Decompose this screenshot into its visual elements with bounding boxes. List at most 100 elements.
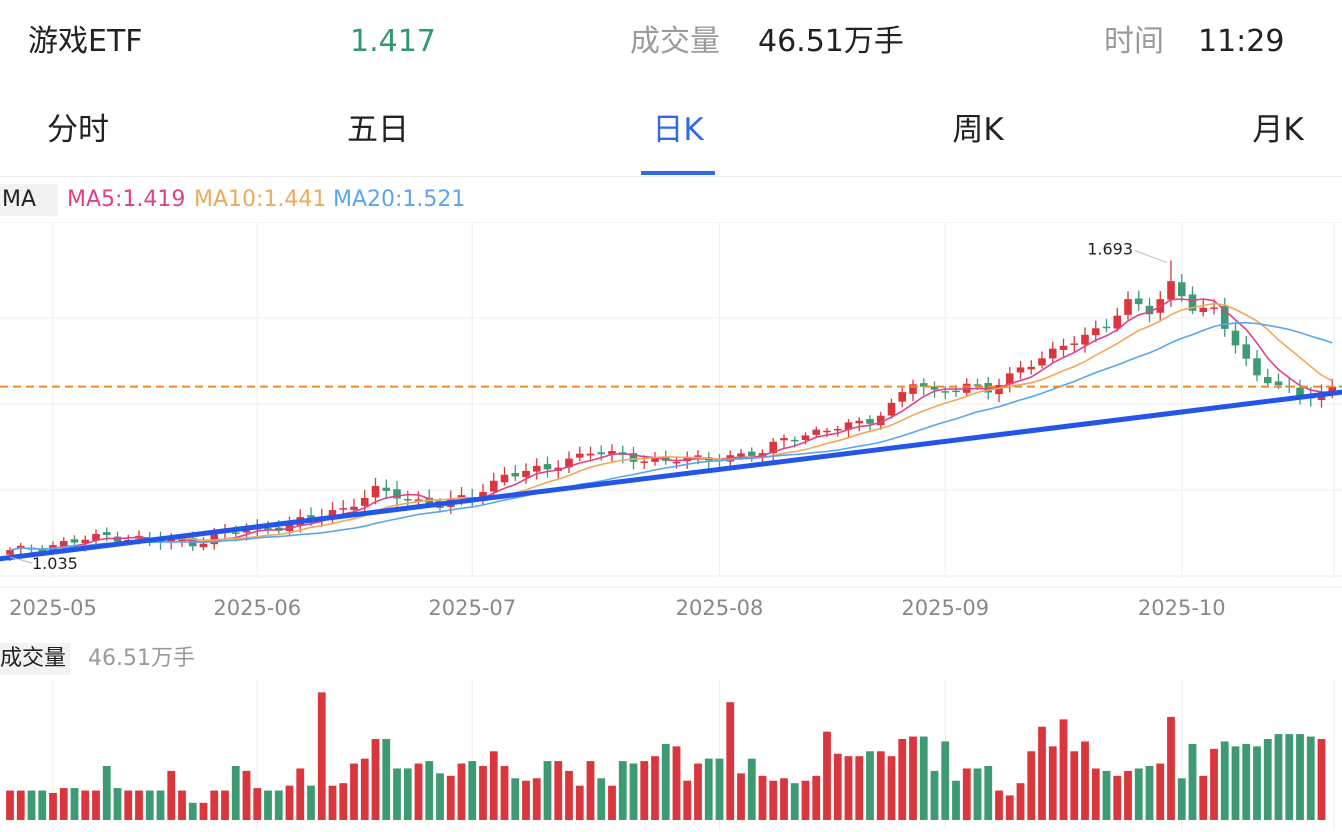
volume-bar [124, 790, 133, 820]
volume-bar [403, 768, 412, 820]
tab-daily-k[interactable]: 日K [652, 112, 704, 148]
volume-bar [328, 785, 337, 820]
volume-bar [49, 793, 57, 820]
tab-intraday[interactable]: 分时 [47, 112, 109, 148]
volume-bar [747, 758, 756, 820]
volume-bar [973, 768, 982, 820]
candle-body [479, 491, 487, 498]
volume-bar [414, 763, 423, 820]
candle-body [909, 384, 917, 394]
high-label-pointer [1134, 250, 1168, 264]
candle-body [919, 383, 928, 387]
volume-bar [1027, 751, 1036, 820]
volume-bar [307, 785, 315, 820]
volume-bar [683, 780, 692, 820]
ma10-value: MA10:1.441 [194, 187, 327, 212]
volume-bar [640, 761, 649, 820]
candle-body [694, 455, 702, 457]
volume-bar [264, 790, 272, 820]
candle-body [597, 452, 606, 455]
volume-bar [704, 758, 713, 820]
candle [608, 444, 616, 463]
candle-body [1274, 381, 1283, 386]
ma-legend-tag[interactable]: MA [0, 184, 58, 216]
volume-bar [1113, 775, 1122, 820]
tab-weekly-k[interactable]: 周K [952, 112, 1004, 148]
candle-body [876, 415, 885, 426]
volume-bar [844, 756, 853, 820]
volume-bar [543, 761, 552, 820]
volume-bar [296, 768, 305, 820]
tab-monthly-k[interactable]: 月K [1252, 112, 1304, 148]
volume-bar [371, 739, 380, 820]
volume-legend-tag[interactable]: 成交量 [0, 643, 71, 675]
candle [629, 446, 638, 470]
candle-body [1167, 281, 1175, 300]
volume-bar [6, 790, 14, 820]
candle [1081, 327, 1089, 353]
candlestick-chart[interactable]: 1.693 1.035 2025-05 2025-06 2025-07 2025-08 20… [0, 222, 1342, 622]
candle-body [930, 386, 939, 390]
volume-bar [457, 763, 466, 820]
candle-body [898, 392, 907, 402]
volume-bar [479, 766, 487, 820]
candle-body [92, 533, 100, 541]
candle-body [242, 530, 251, 533]
tab-five-day[interactable]: 五日 [347, 112, 409, 148]
volume-bar [382, 739, 391, 820]
candle-body [801, 435, 810, 441]
candle [1220, 297, 1229, 337]
candle-body [543, 464, 552, 470]
candle [769, 437, 778, 462]
volume-bar [1059, 719, 1068, 820]
candle-body [973, 384, 982, 386]
candle [704, 452, 713, 469]
x-tick-label: 2025-06 [213, 596, 301, 620]
candle-body [350, 506, 358, 510]
candle [1296, 379, 1304, 405]
candle [1145, 297, 1154, 323]
candle-body [1048, 348, 1057, 359]
candle-body [371, 485, 380, 498]
volume-bar [866, 751, 874, 820]
candle-body [1177, 282, 1186, 297]
candle-body [737, 453, 745, 457]
time-label: 时间 [1104, 24, 1164, 59]
candle-body [1188, 294, 1197, 311]
volume-chart[interactable] [0, 680, 1342, 830]
candle-body [672, 461, 681, 464]
trendline [0, 389, 1342, 562]
fund-name: 游戏ETF [28, 24, 143, 59]
volume-bar [1081, 741, 1089, 820]
volume-value: 46.51万手 [758, 24, 904, 59]
candle [1177, 274, 1186, 302]
volume-bar [145, 790, 154, 820]
candle [565, 451, 573, 474]
volume-bar [360, 758, 369, 820]
candle-body [522, 470, 530, 478]
candle-body [629, 453, 638, 462]
volume-bar [156, 790, 165, 820]
volume-bar [27, 790, 36, 820]
volume-bar [1263, 739, 1272, 820]
volume-bar [672, 746, 681, 820]
volume-bar [575, 785, 584, 820]
volume-bar [1070, 751, 1079, 820]
volume-label: 成交量 [630, 24, 720, 59]
volume-bar [726, 702, 735, 820]
candle-body [640, 461, 649, 463]
candle-body [586, 453, 595, 456]
candle [543, 456, 552, 478]
volume-bar [350, 763, 358, 820]
candle-body [1263, 376, 1272, 384]
candle-body [500, 474, 509, 483]
candle-body [425, 497, 434, 506]
candle-body [747, 451, 756, 456]
volume-bar [586, 761, 595, 820]
candle-body [489, 480, 498, 492]
volume-bar [178, 790, 186, 820]
ma20-line [9, 321, 1333, 551]
candle [1263, 368, 1272, 387]
volume-bar [1210, 748, 1218, 820]
candle-body [1145, 305, 1154, 315]
